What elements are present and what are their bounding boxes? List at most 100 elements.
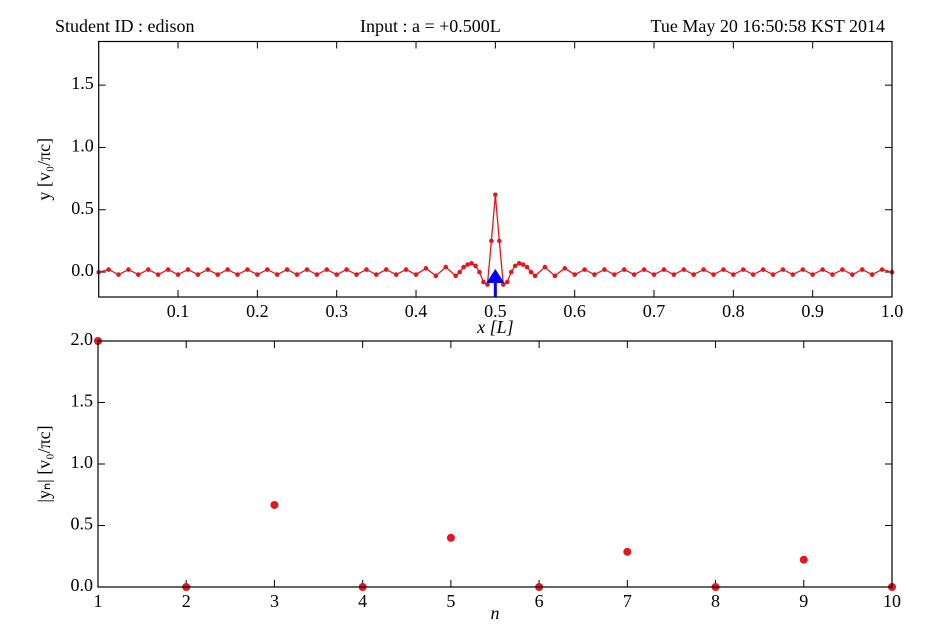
data-point bbox=[136, 272, 141, 277]
data-point bbox=[681, 267, 687, 272]
data-point bbox=[810, 272, 815, 277]
data-point bbox=[790, 272, 796, 277]
x-axis-label: n bbox=[491, 603, 500, 623]
data-point bbox=[512, 263, 518, 269]
data-point bbox=[255, 272, 260, 277]
data-point bbox=[582, 267, 587, 272]
x-tick-label: 10 bbox=[883, 591, 901, 611]
data-point bbox=[403, 267, 409, 272]
data-point bbox=[493, 192, 498, 198]
data-point bbox=[374, 272, 379, 277]
data-point bbox=[879, 267, 885, 272]
data-point bbox=[453, 273, 458, 279]
data-point bbox=[621, 267, 627, 272]
y-tick-label: 1.0 bbox=[71, 136, 94, 156]
data-point bbox=[489, 238, 494, 244]
data-point bbox=[750, 272, 756, 277]
data-point bbox=[661, 267, 667, 272]
y-tick-label: 0.5 bbox=[71, 514, 94, 534]
data-point bbox=[524, 264, 530, 270]
data-point bbox=[859, 267, 865, 272]
y-tick-label: 0.5 bbox=[71, 198, 94, 218]
x-tick-label: 6 bbox=[535, 591, 544, 611]
data-point bbox=[413, 272, 419, 277]
data-point bbox=[497, 238, 502, 244]
data-point bbox=[284, 267, 290, 272]
data-point bbox=[465, 262, 470, 267]
axes-frame bbox=[98, 40, 893, 298]
timestamp: Tue May 20 16:50:58 KST 2014 bbox=[650, 16, 885, 36]
data-point bbox=[740, 267, 746, 272]
data-point bbox=[532, 273, 538, 279]
data-point bbox=[393, 272, 399, 277]
data-point bbox=[485, 282, 490, 287]
data-point bbox=[106, 267, 111, 272]
data-point bbox=[552, 273, 558, 279]
data-point bbox=[145, 267, 151, 272]
data-point bbox=[516, 261, 522, 266]
x-tick-label: 0.7 bbox=[643, 301, 666, 321]
y-tick-label: 0.0 bbox=[71, 260, 94, 280]
data-point bbox=[469, 261, 474, 266]
data-point bbox=[215, 272, 220, 277]
x-tick-label: 7 bbox=[623, 591, 632, 611]
data-point bbox=[500, 282, 506, 287]
data-point bbox=[623, 547, 632, 556]
data-point bbox=[481, 279, 486, 285]
data-point bbox=[520, 262, 526, 267]
data-point bbox=[691, 272, 696, 277]
data-point bbox=[433, 273, 439, 279]
data-point bbox=[651, 272, 657, 277]
y-tick-label: 1.5 bbox=[71, 391, 94, 411]
data-point bbox=[443, 264, 449, 270]
data-point bbox=[245, 267, 250, 272]
y-tick-label: 1.5 bbox=[71, 73, 94, 93]
data-point bbox=[760, 267, 766, 272]
data-point bbox=[641, 267, 647, 272]
data-point bbox=[423, 266, 429, 271]
data-point bbox=[830, 272, 835, 277]
data-point bbox=[116, 272, 121, 277]
axes-frame bbox=[97, 340, 893, 588]
data-point bbox=[731, 272, 736, 277]
data-point bbox=[205, 267, 211, 272]
data-point bbox=[869, 272, 875, 277]
data-point bbox=[780, 267, 786, 272]
data-point bbox=[457, 269, 462, 275]
data-point bbox=[270, 500, 279, 509]
data-point bbox=[324, 267, 330, 272]
data-point bbox=[542, 264, 548, 270]
data-point bbox=[840, 267, 845, 272]
y-tick-label: 1.0 bbox=[71, 452, 94, 472]
data-point bbox=[461, 264, 466, 270]
data-point bbox=[175, 272, 181, 277]
data-point bbox=[528, 269, 534, 275]
data-point bbox=[508, 269, 514, 275]
x-tick-label: 2 bbox=[182, 591, 191, 611]
data-point bbox=[195, 272, 201, 277]
data-point bbox=[850, 272, 855, 277]
data-point bbox=[504, 279, 510, 285]
data-point bbox=[592, 272, 597, 277]
x-tick-label: 9 bbox=[799, 591, 808, 611]
x-tick-label: 0.9 bbox=[801, 301, 824, 321]
data-point bbox=[264, 267, 270, 272]
x-tick-label: 0.6 bbox=[563, 301, 586, 321]
data-point bbox=[304, 267, 310, 272]
x-tick-label: 0.4 bbox=[405, 301, 428, 321]
data-point bbox=[711, 272, 716, 277]
data-point bbox=[701, 267, 706, 272]
data-point bbox=[602, 267, 607, 272]
data-point bbox=[235, 272, 240, 277]
data-point bbox=[364, 267, 369, 272]
data-point bbox=[800, 267, 806, 272]
data-point bbox=[155, 272, 161, 277]
x-tick-label: 0.1 bbox=[167, 301, 190, 321]
data-point bbox=[721, 267, 726, 272]
x-tick-label: 4 bbox=[358, 591, 367, 611]
data-point bbox=[572, 272, 577, 277]
x-tick-label: 0.5 bbox=[484, 301, 507, 321]
x-tick-label: 3 bbox=[270, 591, 279, 611]
